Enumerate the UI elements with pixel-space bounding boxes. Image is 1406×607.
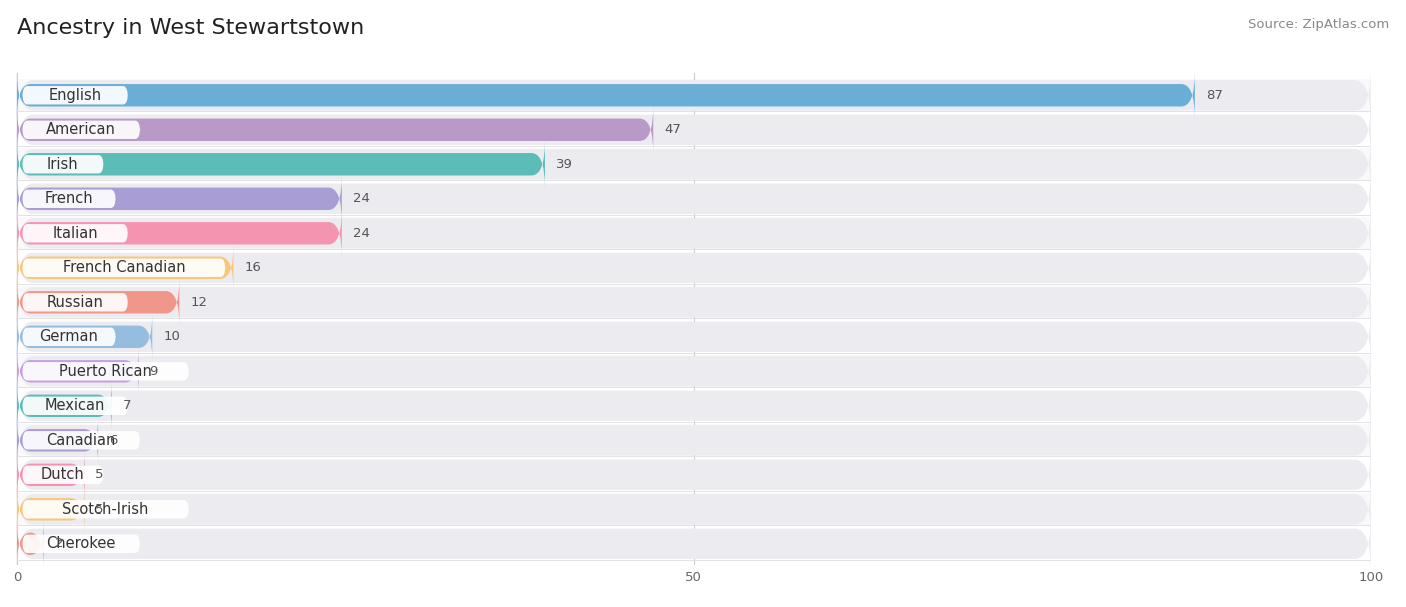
FancyBboxPatch shape xyxy=(22,466,104,484)
Bar xyxy=(17,321,1371,353)
Text: 6: 6 xyxy=(108,434,117,447)
Bar xyxy=(17,424,1371,456)
FancyBboxPatch shape xyxy=(22,121,141,139)
Text: French: French xyxy=(45,191,93,206)
FancyBboxPatch shape xyxy=(17,141,546,188)
FancyBboxPatch shape xyxy=(17,414,1371,467)
FancyBboxPatch shape xyxy=(17,245,233,291)
Text: 16: 16 xyxy=(245,261,262,274)
FancyBboxPatch shape xyxy=(17,311,1371,363)
FancyBboxPatch shape xyxy=(22,328,115,346)
Text: English: English xyxy=(49,88,101,103)
Text: 87: 87 xyxy=(1206,89,1223,102)
Bar xyxy=(17,493,1371,525)
FancyBboxPatch shape xyxy=(22,431,141,450)
FancyBboxPatch shape xyxy=(17,207,1371,260)
Bar xyxy=(17,148,1371,180)
FancyBboxPatch shape xyxy=(17,486,84,532)
Text: Dutch: Dutch xyxy=(41,467,84,483)
Bar xyxy=(17,80,1371,111)
Text: 9: 9 xyxy=(149,365,157,378)
FancyBboxPatch shape xyxy=(17,138,1371,191)
FancyBboxPatch shape xyxy=(17,106,654,153)
FancyBboxPatch shape xyxy=(17,276,1371,328)
Text: 5: 5 xyxy=(96,469,104,481)
FancyBboxPatch shape xyxy=(17,521,44,567)
FancyBboxPatch shape xyxy=(17,279,180,325)
FancyBboxPatch shape xyxy=(17,175,342,222)
Text: 10: 10 xyxy=(163,330,180,344)
FancyBboxPatch shape xyxy=(22,155,104,174)
Text: 47: 47 xyxy=(664,123,681,136)
FancyBboxPatch shape xyxy=(22,259,225,277)
FancyBboxPatch shape xyxy=(17,210,342,257)
FancyBboxPatch shape xyxy=(22,396,128,415)
FancyBboxPatch shape xyxy=(22,86,128,104)
Text: Irish: Irish xyxy=(46,157,79,172)
FancyBboxPatch shape xyxy=(17,449,1371,501)
Text: American: American xyxy=(46,122,117,137)
FancyBboxPatch shape xyxy=(17,172,1371,225)
Text: Cherokee: Cherokee xyxy=(46,537,115,551)
FancyBboxPatch shape xyxy=(17,348,139,395)
Bar xyxy=(17,183,1371,215)
FancyBboxPatch shape xyxy=(22,362,188,381)
FancyBboxPatch shape xyxy=(17,379,1371,432)
Text: Canadian: Canadian xyxy=(46,433,115,448)
Text: 7: 7 xyxy=(122,399,131,412)
Bar xyxy=(17,459,1371,490)
FancyBboxPatch shape xyxy=(22,293,128,311)
FancyBboxPatch shape xyxy=(17,483,1371,535)
Bar xyxy=(17,528,1371,560)
Text: 24: 24 xyxy=(353,227,370,240)
Text: 12: 12 xyxy=(190,296,207,309)
Text: 39: 39 xyxy=(555,158,572,171)
FancyBboxPatch shape xyxy=(22,189,115,208)
Text: Russian: Russian xyxy=(46,295,104,310)
Text: Italian: Italian xyxy=(52,226,98,241)
FancyBboxPatch shape xyxy=(17,452,84,498)
FancyBboxPatch shape xyxy=(22,535,141,553)
Bar xyxy=(17,252,1371,283)
FancyBboxPatch shape xyxy=(17,104,1371,156)
FancyBboxPatch shape xyxy=(17,518,1371,570)
FancyBboxPatch shape xyxy=(17,242,1371,294)
Text: French Canadian: French Canadian xyxy=(62,260,186,276)
Text: 24: 24 xyxy=(353,192,370,205)
Text: 2: 2 xyxy=(55,537,63,551)
Text: Source: ZipAtlas.com: Source: ZipAtlas.com xyxy=(1249,18,1389,31)
FancyBboxPatch shape xyxy=(17,313,152,360)
Text: Scotch-Irish: Scotch-Irish xyxy=(62,502,149,517)
FancyBboxPatch shape xyxy=(17,382,111,429)
Text: German: German xyxy=(39,329,98,344)
Bar xyxy=(17,114,1371,146)
FancyBboxPatch shape xyxy=(22,224,128,242)
FancyBboxPatch shape xyxy=(17,417,98,464)
FancyBboxPatch shape xyxy=(22,500,188,518)
Bar xyxy=(17,287,1371,318)
Text: Puerto Rican: Puerto Rican xyxy=(59,364,152,379)
Bar xyxy=(17,356,1371,387)
Bar xyxy=(17,390,1371,422)
Text: Mexican: Mexican xyxy=(45,398,105,413)
Text: 5: 5 xyxy=(96,503,104,516)
Bar xyxy=(17,217,1371,249)
FancyBboxPatch shape xyxy=(17,345,1371,398)
FancyBboxPatch shape xyxy=(17,69,1371,121)
FancyBboxPatch shape xyxy=(17,72,1195,118)
Text: Ancestry in West Stewartstown: Ancestry in West Stewartstown xyxy=(17,18,364,38)
